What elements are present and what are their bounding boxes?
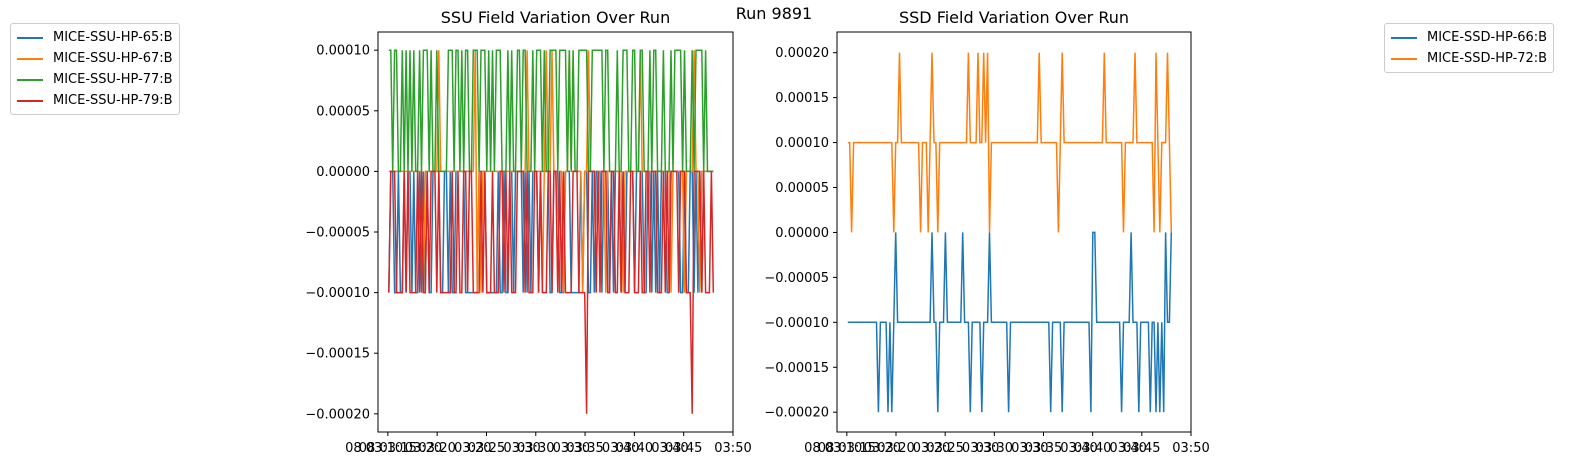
x-tick-label-overlap: 03:40 (602, 441, 639, 456)
x-tick-label-overlap: 03:30 (553, 441, 590, 456)
x-tick-label: 03:25 (468, 441, 505, 456)
y-tick-label: 0.00000 (316, 165, 370, 180)
figure-suptitle: Run 9891 (736, 4, 812, 23)
y-tick-label: −0.00010 (305, 286, 370, 301)
y-tick-label: −0.00005 (764, 271, 829, 286)
legend-swatch (17, 36, 43, 39)
x-tick-label: 03:35 (1025, 441, 1062, 456)
ssu-legend: MICE-SSU-HP-65:B MICE-SSU-HP-67:B MICE-SSU… (10, 23, 180, 115)
y-tick-label: 0.00000 (775, 226, 829, 241)
x-tick-label-overlap: 08 03:10 (804, 441, 862, 456)
ssd-legend: MICE-SSD-HP-66:B MICE-SSD-HP-72:B (1384, 23, 1555, 73)
x-tick-label-overlap: 08 03:10 (345, 441, 403, 456)
y-tick-label: 0.00005 (316, 104, 370, 119)
x-tick-label-overlap: 03:40 (1109, 441, 1146, 456)
y-tick-label: 0.00020 (775, 46, 829, 61)
ssu-chart: SSU Field Variation Over Run 0.00010 0.000… (305, 8, 751, 456)
x-tick-label: 03:20 (418, 441, 455, 456)
legend-swatch (17, 78, 43, 81)
x-tick-label: 03:35 (566, 441, 603, 456)
legend-item: MICE-SSU-HP-65:B (17, 27, 173, 48)
x-tick-label: 03:40 (1074, 441, 1111, 456)
series-line-mice-ssu-hp-79-b (388, 170, 715, 414)
series-line-mice-ssu-hp-65-b (388, 170, 714, 294)
legend-label: MICE-SSU-HP-77:B (53, 72, 173, 87)
x-tick-label: 03:25 (926, 441, 963, 456)
legend-label: MICE-SSD-HP-66:B (1427, 30, 1548, 45)
series-line-mice-ssu-hp-77-b (388, 49, 714, 173)
x-tick-label: 03:40 (616, 441, 653, 456)
x-tick-label-overlap: 03:20 (913, 441, 950, 456)
legend-item: MICE-SSU-HP-79:B (17, 90, 173, 111)
y-tick-label: −0.00005 (305, 226, 370, 241)
x-tick-label: 03:30 (517, 441, 554, 456)
legend-label: MICE-SSU-HP-79:B (53, 93, 173, 108)
y-tick-label: −0.00020 (305, 407, 370, 422)
legend-label: MICE-SSU-HP-67:B (53, 51, 173, 66)
legend-label: MICE-SSU-HP-65:B (53, 30, 173, 45)
legend-item: MICE-SSD-HP-72:B (1391, 48, 1547, 69)
y-tick-label: 0.00010 (316, 44, 370, 59)
x-tick-label: 03:20 (877, 441, 914, 456)
ssd-chart-title: SSD Field Variation Over Run (899, 8, 1129, 27)
x-tick-label-overlap: 03:20 (454, 441, 491, 456)
x-tick-label-overlap: 03:40 (651, 441, 688, 456)
legend-item: MICE-SSD-HP-66:B (1391, 27, 1547, 48)
legend-label: MICE-SSD-HP-72:B (1427, 51, 1548, 66)
x-tick-label: 03:50 (714, 441, 751, 456)
x-tick-label: 08 03:15 (818, 441, 876, 456)
series-line-mice-ssd-hp-72-b (847, 52, 1173, 233)
x-tick-label-overlap: 03:30 (1011, 441, 1048, 456)
x-tick-label-overlap: 03:30 (503, 441, 540, 456)
x-tick-label: 03:50 (1172, 441, 1209, 456)
y-tick-label: −0.00020 (764, 406, 829, 421)
y-tick-label: −0.00015 (305, 347, 370, 362)
ssu-chart-title: SSU Field Variation Over Run (441, 8, 670, 27)
y-tick-label: −0.00015 (764, 361, 829, 376)
x-tick-label: 03:30 (976, 441, 1013, 456)
legend-swatch (17, 99, 43, 102)
ssd-chart: SSD Field Variation Over Run 0.00020 0.000… (764, 8, 1209, 456)
x-tick-label-overlap: 03:20 (864, 441, 901, 456)
x-tick-label: 08 03:15 (359, 441, 417, 456)
x-tick-label-overlap: 03:30 (962, 441, 999, 456)
legend-item: MICE-SSU-HP-67:B (17, 48, 173, 69)
y-tick-label: 0.00010 (775, 136, 829, 151)
x-tick-label-overlap: 03:20 (405, 441, 442, 456)
legend-swatch (17, 57, 43, 60)
series-line-mice-ssd-hp-66-b (847, 231, 1173, 413)
x-tick-label-overlap: 03:40 (1060, 441, 1097, 456)
legend-item: MICE-SSU-HP-77:B (17, 69, 173, 90)
y-tick-label: 0.00005 (775, 181, 829, 196)
x-tick-label: 03:45 (1123, 441, 1160, 456)
y-tick-label: −0.00010 (764, 316, 829, 331)
legend-swatch (1391, 57, 1417, 60)
y-tick-label: 0.00015 (775, 91, 829, 106)
legend-swatch (1391, 36, 1417, 39)
x-tick-label: 03:45 (665, 441, 702, 456)
